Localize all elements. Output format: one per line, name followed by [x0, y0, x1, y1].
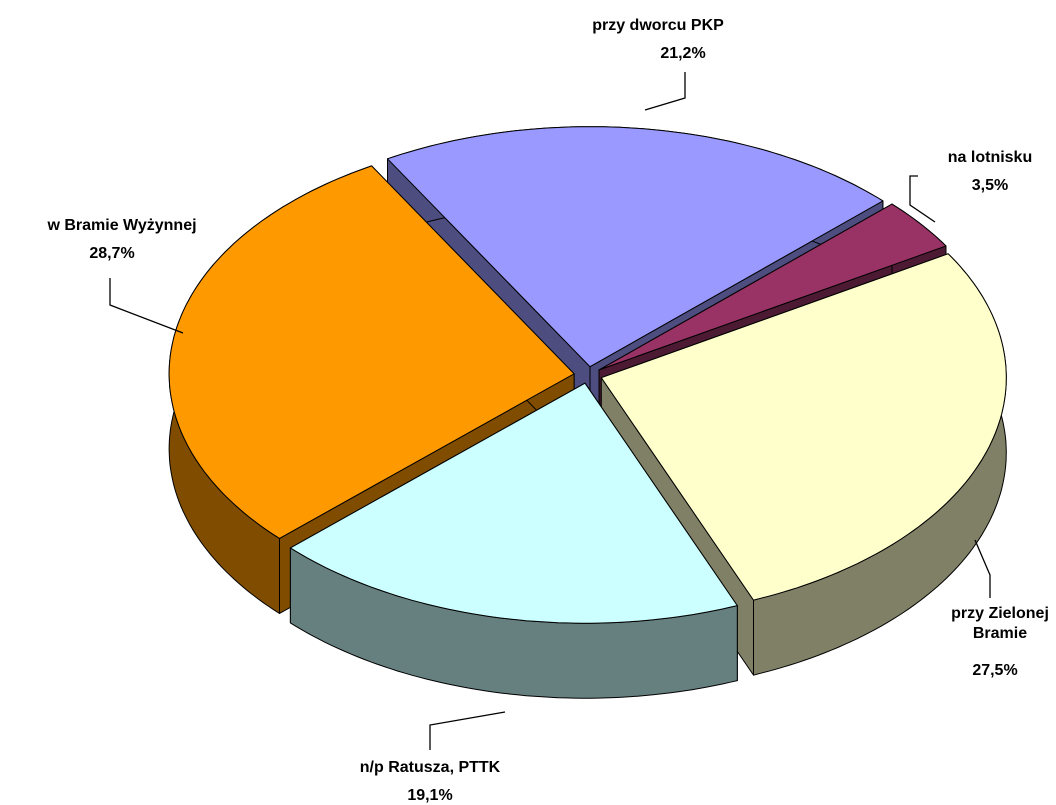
slices	[168, 126, 1007, 699]
slice-value-label: 21,2%	[660, 45, 706, 62]
leader-line	[974, 539, 991, 598]
slice-value-label: 19,1%	[407, 787, 453, 804]
leader-line	[429, 711, 506, 750]
slice-label: w Bramie Wyżynnej	[47, 217, 197, 234]
slice-value-label: 3,5%	[971, 177, 1009, 194]
slice-value-label: 27,5%	[972, 662, 1018, 679]
slice-label: przy Zielonej Bramie	[951, 605, 1049, 642]
slice-label: przy dworcu PKP	[592, 17, 724, 34]
slice-label: n/p Ratusza, PTTK	[359, 759, 501, 776]
leader-line	[644, 72, 686, 111]
leader-line	[109, 278, 184, 334]
slice-value-label: 28,7%	[89, 245, 135, 262]
slice	[387, 126, 884, 368]
leader-line	[909, 175, 936, 223]
slice	[289, 382, 738, 624]
slice	[168, 165, 575, 539]
slice	[598, 203, 947, 371]
slice-label: na lotnisku	[947, 149, 1033, 166]
slice	[600, 253, 1007, 601]
